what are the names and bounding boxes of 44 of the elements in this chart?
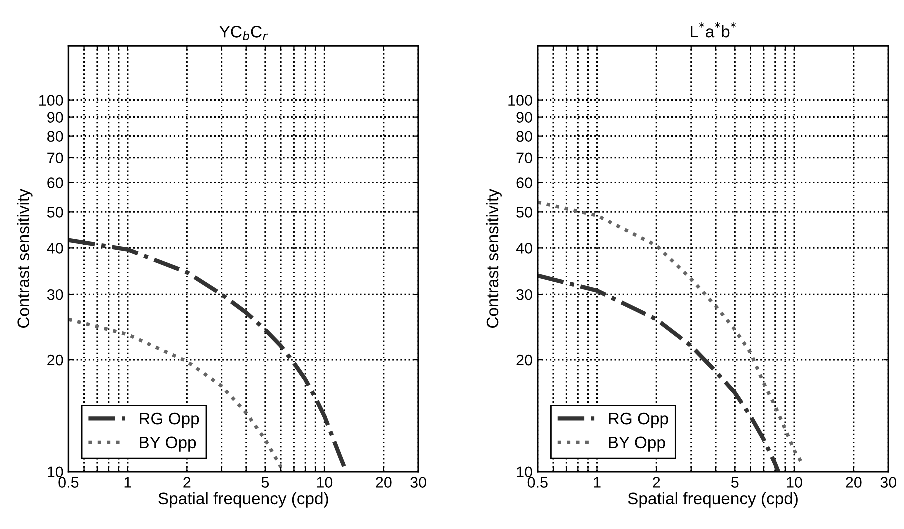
x-axis-title: Spatial frequency (cpd) xyxy=(628,492,798,508)
chart-title: L$^{*}$a$^{*}$b$^{*}$ xyxy=(691,22,736,38)
y-tick-label: 90 xyxy=(48,112,64,124)
y-tick-label: 80 xyxy=(48,131,64,142)
x-tick-label: 1 xyxy=(594,477,601,488)
x-tick-label: 20 xyxy=(846,477,862,488)
y-tick-label: 30 xyxy=(516,289,532,300)
x-tick-label: 0.5 xyxy=(528,477,548,488)
legend-label: RG Opp xyxy=(609,412,668,428)
x-axis-title: Spatial frequency (cpd) xyxy=(158,492,328,508)
y-tick-label: 40 xyxy=(516,243,532,254)
y-tick-label: 20 xyxy=(48,354,64,366)
x-tick-label: 10 xyxy=(787,477,802,488)
legend-label: BY Opp xyxy=(140,436,196,452)
x-tick-label: 1 xyxy=(124,477,132,488)
y-axis-title: Contrast sensitivity xyxy=(486,189,502,328)
x-tick-label: 5 xyxy=(262,477,270,488)
y-tick-label: 50 xyxy=(47,207,64,218)
y-axis-title: Contrast sensitivity xyxy=(17,189,33,328)
x-tick-label: 0.5 xyxy=(58,477,79,488)
y-tick-label: 100 xyxy=(40,95,64,106)
y-tick-label: 10 xyxy=(48,466,64,478)
chart-title: YC$_{b}$C$_{r}$ xyxy=(220,26,268,41)
y-tick-label: 70 xyxy=(48,152,64,164)
y-tick-label: 100 xyxy=(508,95,532,106)
y-tick-label: 30 xyxy=(47,289,64,300)
x-tick-label: 2 xyxy=(653,477,660,488)
x-tick-label: 30 xyxy=(410,477,426,488)
y-tick-label: 80 xyxy=(516,131,532,142)
y-tick-label: 60 xyxy=(516,178,532,188)
x-tick-label: 30 xyxy=(880,477,897,488)
y-tick-label: 60 xyxy=(48,178,64,188)
x-tick-label: 5 xyxy=(732,477,739,488)
legend-label: RG Opp xyxy=(140,412,200,428)
y-tick-label: 10 xyxy=(517,466,532,478)
y-tick-label: 40 xyxy=(47,243,64,254)
y-tick-label: 90 xyxy=(516,112,532,124)
legend-label: BY Opp xyxy=(609,436,666,452)
x-tick-label: 10 xyxy=(317,477,333,488)
y-tick-label: 70 xyxy=(516,152,532,164)
y-tick-label: 50 xyxy=(516,207,532,218)
x-tick-label: 2 xyxy=(184,477,191,488)
y-tick-label: 20 xyxy=(516,354,532,366)
x-tick-label: 20 xyxy=(376,477,392,488)
